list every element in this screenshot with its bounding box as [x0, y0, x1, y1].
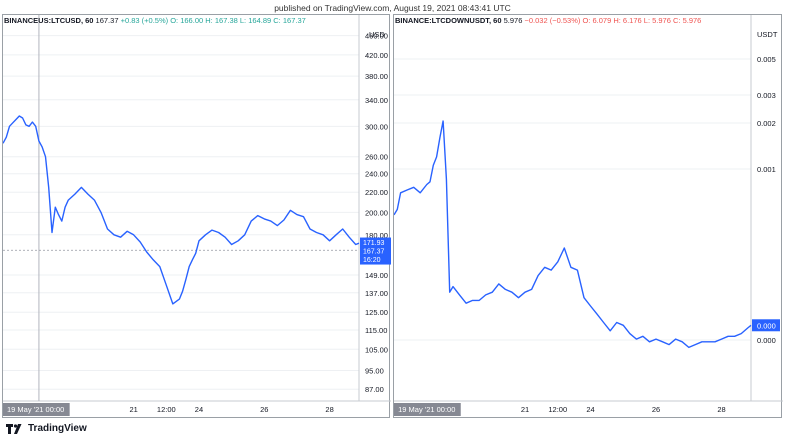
y-tick-label: 0.001	[757, 165, 776, 174]
y-tick-label: 460.00	[365, 32, 388, 41]
y-tick-label: 300.00	[365, 122, 388, 131]
price-label-box	[360, 237, 391, 265]
x-tick-label: 19 May '21 00:00	[7, 405, 64, 414]
y-tick-label: 0.003	[757, 91, 776, 100]
x-tick-label: 12:00	[157, 405, 176, 414]
footer-brand-label: TradingView	[28, 423, 87, 434]
legend-symbol: BINANCE:LTCDOWNUSDT, 60	[395, 16, 502, 25]
currency-label: USD	[369, 30, 385, 39]
legend-change: −0.032 (−0.53%)	[524, 16, 581, 25]
legend-close: C: 5.976	[673, 16, 702, 25]
legend-high: H: 6.176	[613, 16, 642, 25]
y-tick-label: 87.00	[365, 385, 384, 394]
price-label-text: 167.37	[363, 249, 385, 256]
series-line	[394, 120, 752, 349]
tradingview-logo-icon	[6, 423, 24, 434]
legend-symbol: BINANCEUS:LTCUSD, 60	[4, 16, 94, 25]
legend-last: 167.37	[95, 16, 119, 25]
y-tick-label: 180.00	[365, 231, 388, 240]
footer-brand[interactable]: TradingView	[6, 423, 87, 434]
legend-ltcusd: BINANCEUS:LTCUSD, 60 167.37 +0.83 (+0.5%…	[4, 16, 306, 25]
x-tick-label: 12:00	[548, 405, 567, 414]
y-tick-label: 260.00	[365, 153, 388, 162]
y-tick-label: 0.005	[757, 55, 776, 64]
legend-change: +0.83 (+0.5%)	[120, 16, 169, 25]
y-tick-label: 137.00	[365, 289, 388, 298]
chart-ltcusd[interactable]: 460.00 420.00 380.00 340.00 300.00 260.00 240.…	[2, 14, 391, 419]
y-tick-label: 149.00	[365, 271, 388, 280]
y-tick-label: 420.00	[365, 51, 388, 60]
x-tick-label: 26	[260, 405, 268, 414]
y-tick-label: 0.000	[757, 336, 776, 345]
x-tick-highlight	[3, 403, 70, 416]
legend-low: L: 5.976	[643, 16, 671, 25]
x-tick-label: 21	[521, 405, 529, 414]
y-tick-label: 105.00	[365, 345, 388, 354]
currency-label: USDT	[757, 30, 778, 39]
y-tick-label: 95.00	[365, 367, 384, 376]
y-tick-label: 220.00	[365, 188, 388, 197]
chart-ltcdownusdt-plot[interactable]: 0.005 0.003 0.002 0.001 0.000 USDT 0.000 19 May…	[394, 15, 783, 419]
y-tick-label: 200.00	[365, 208, 388, 217]
chart-ltcusd-plot[interactable]: 460.00 420.00 380.00 340.00 300.00 260.00 240.…	[3, 15, 391, 419]
x-tick-label: 28	[325, 405, 333, 414]
y-tick-label: 125.00	[365, 308, 388, 317]
y-tick-label: 0.002	[757, 119, 776, 128]
y-tick-label: 340.00	[365, 96, 388, 105]
y-tick-label: 240.00	[365, 170, 388, 179]
x-tick-label: 21	[129, 405, 137, 414]
x-tick-label: 24	[586, 405, 594, 414]
x-tick-label: 24	[195, 405, 203, 414]
legend-open: O: 6.079	[582, 16, 612, 25]
legend-low: L: 164.89	[239, 16, 272, 25]
price-label-text: 171.93	[363, 240, 385, 247]
legend-high: H: 167.38	[205, 16, 238, 25]
current-label-box	[752, 319, 780, 332]
legend-last: 5.976	[503, 16, 523, 25]
legend-ltcdownusdt: BINANCE:LTCDOWNUSDT, 60 5.976 −0.032 (−0…	[395, 16, 701, 25]
current-label-text: 0.000	[757, 321, 776, 330]
x-tick-label: 28	[717, 405, 725, 414]
x-tick-label: 26	[652, 405, 660, 414]
chart-ltcdownusdt[interactable]: 0.005 0.003 0.002 0.001 0.000 USDT 0.000 19 May…	[393, 14, 783, 419]
x-tick-label: 19 May '21 00:00	[398, 405, 455, 414]
x-tick-highlight	[394, 403, 461, 416]
y-tick-label: 380.00	[365, 72, 388, 81]
legend-close: C: 167.37	[273, 16, 306, 25]
y-tick-label: 115.00	[365, 326, 387, 335]
legend-open: O: 166.00	[170, 16, 204, 25]
series-line	[3, 115, 360, 305]
published-banner: published on TradingView.com, August 19,…	[274, 3, 511, 13]
price-label-text: 16:20	[363, 257, 381, 264]
